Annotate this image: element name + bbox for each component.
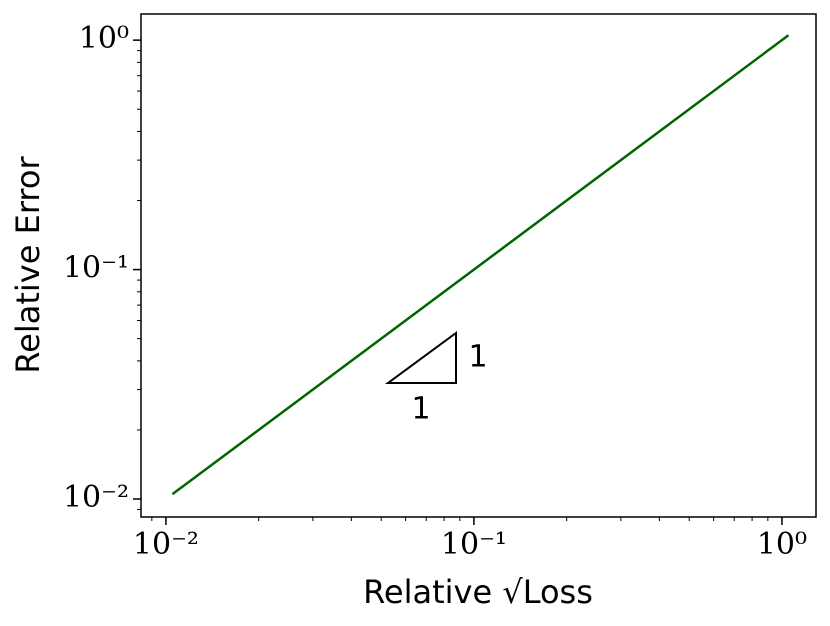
annotation: 1 [468, 340, 487, 375]
x-tick-label: 10⁻¹ [441, 527, 507, 562]
x-axis-label: Relative √Loss [363, 573, 593, 611]
x-tick-label: 10⁻² [133, 527, 199, 562]
plot-frame [140, 13, 817, 518]
data-line [171, 34, 790, 496]
annotation: 1 [411, 392, 430, 427]
y-axis-label: Relative Error [9, 156, 47, 374]
y-tick-label: 10⁻¹ [63, 251, 129, 286]
y-tick-label: 10⁰ [79, 21, 129, 56]
y-tick-label: 10⁻² [63, 480, 129, 515]
x-tick-label: 10⁰ [757, 527, 807, 562]
slope-triangle [384, 331, 457, 384]
